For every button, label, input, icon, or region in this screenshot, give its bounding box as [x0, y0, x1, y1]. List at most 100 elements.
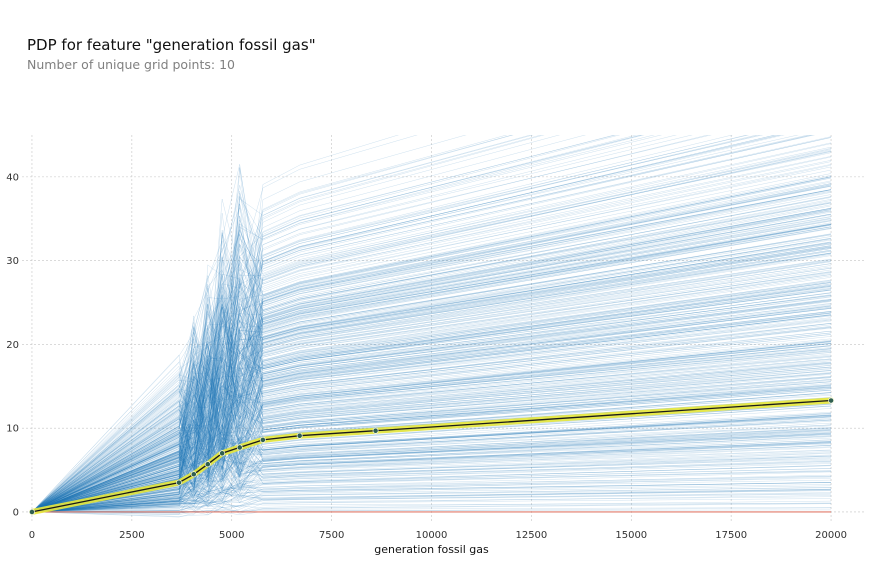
pdp-point	[29, 509, 35, 515]
ice-line	[31, 281, 832, 513]
ice-line	[31, 215, 832, 513]
ice-line	[31, 292, 832, 513]
ice-line	[31, 175, 832, 513]
ice-line	[31, 196, 832, 513]
ice-line	[31, 453, 832, 513]
ice-line	[31, 241, 832, 513]
ice-line	[31, 326, 832, 513]
ice-line	[31, 289, 832, 513]
ice-line	[31, 250, 832, 513]
ice-line	[31, 252, 832, 513]
ice-line	[31, 303, 832, 513]
ice-line	[31, 135, 545, 513]
ice-line	[31, 213, 832, 513]
ice-line	[31, 415, 832, 513]
ice-line	[31, 353, 832, 513]
ice-line	[31, 228, 832, 513]
ice-line	[31, 345, 832, 513]
ice-line	[31, 164, 832, 513]
ice-line	[31, 135, 532, 513]
ice-line	[31, 185, 832, 513]
pdp-point	[828, 397, 834, 404]
ice-line	[31, 392, 832, 513]
ice-line	[31, 427, 832, 513]
ice-line	[31, 135, 643, 513]
ice-line	[31, 366, 832, 513]
ice-line	[31, 483, 832, 513]
ice-line	[31, 286, 832, 513]
ice-line	[31, 180, 832, 513]
ice-line	[31, 136, 832, 513]
ice-line	[31, 189, 832, 513]
ice-line	[31, 498, 832, 513]
pdp-point	[372, 427, 379, 434]
ice-line	[31, 266, 832, 513]
ice-line	[31, 294, 832, 513]
ice-line	[31, 261, 832, 513]
ice-line	[31, 332, 832, 513]
ice-line	[31, 269, 832, 513]
ice-line	[31, 368, 832, 513]
ice-line	[31, 189, 832, 513]
ice-line	[31, 247, 832, 513]
ice-line	[31, 379, 832, 513]
x-axis-label: generation fossil gas	[374, 543, 489, 556]
ice-line	[31, 255, 832, 513]
ice-line	[31, 366, 832, 513]
ice-line	[31, 137, 832, 513]
ice-line	[31, 461, 832, 513]
ice-line	[31, 347, 832, 513]
ice-line	[31, 300, 832, 513]
ice-line	[31, 234, 832, 513]
ice-line	[31, 222, 832, 513]
ice-line	[31, 376, 832, 513]
ice-line	[31, 435, 832, 514]
ice-line	[31, 311, 832, 513]
ice-line	[31, 277, 832, 513]
ice-line	[31, 345, 832, 513]
ice-line	[31, 176, 832, 513]
ice-line	[31, 377, 832, 513]
ice-line	[31, 135, 542, 513]
ice-line	[31, 236, 832, 513]
ice-line	[31, 345, 832, 513]
ice-line	[31, 135, 514, 513]
ice-line	[31, 443, 832, 513]
ice-line	[31, 307, 832, 513]
ice-line	[31, 411, 832, 513]
ice-line	[31, 318, 832, 513]
ice-line	[31, 314, 832, 513]
ice-line	[31, 209, 832, 513]
ice-line	[31, 451, 832, 513]
ice-line	[31, 429, 832, 513]
ice-line	[31, 280, 832, 513]
pdp-point	[219, 450, 226, 457]
ice-line	[31, 135, 777, 513]
ice-line	[31, 280, 832, 513]
ice-line	[31, 156, 832, 513]
ice-line	[31, 439, 832, 513]
ice-line	[31, 233, 832, 513]
ice-line	[31, 338, 832, 513]
ice-line	[31, 376, 832, 513]
ice-line	[31, 386, 832, 513]
ice-line	[31, 233, 832, 513]
ice-line	[31, 271, 832, 513]
ice-line	[31, 500, 832, 515]
ice-line	[31, 242, 832, 513]
ice-line	[31, 135, 709, 513]
ice-line	[31, 487, 832, 513]
ice-line	[31, 470, 832, 513]
pdp-point	[259, 437, 266, 443]
ice-line	[31, 370, 832, 513]
ice-line	[31, 215, 832, 513]
ice-line	[31, 135, 677, 513]
ice-line	[31, 218, 832, 513]
ice-line	[31, 343, 832, 513]
ice-line	[31, 436, 832, 513]
ice-line	[31, 310, 832, 513]
ice-line	[31, 220, 832, 513]
ice-line	[31, 442, 832, 513]
ice-line	[31, 334, 832, 513]
